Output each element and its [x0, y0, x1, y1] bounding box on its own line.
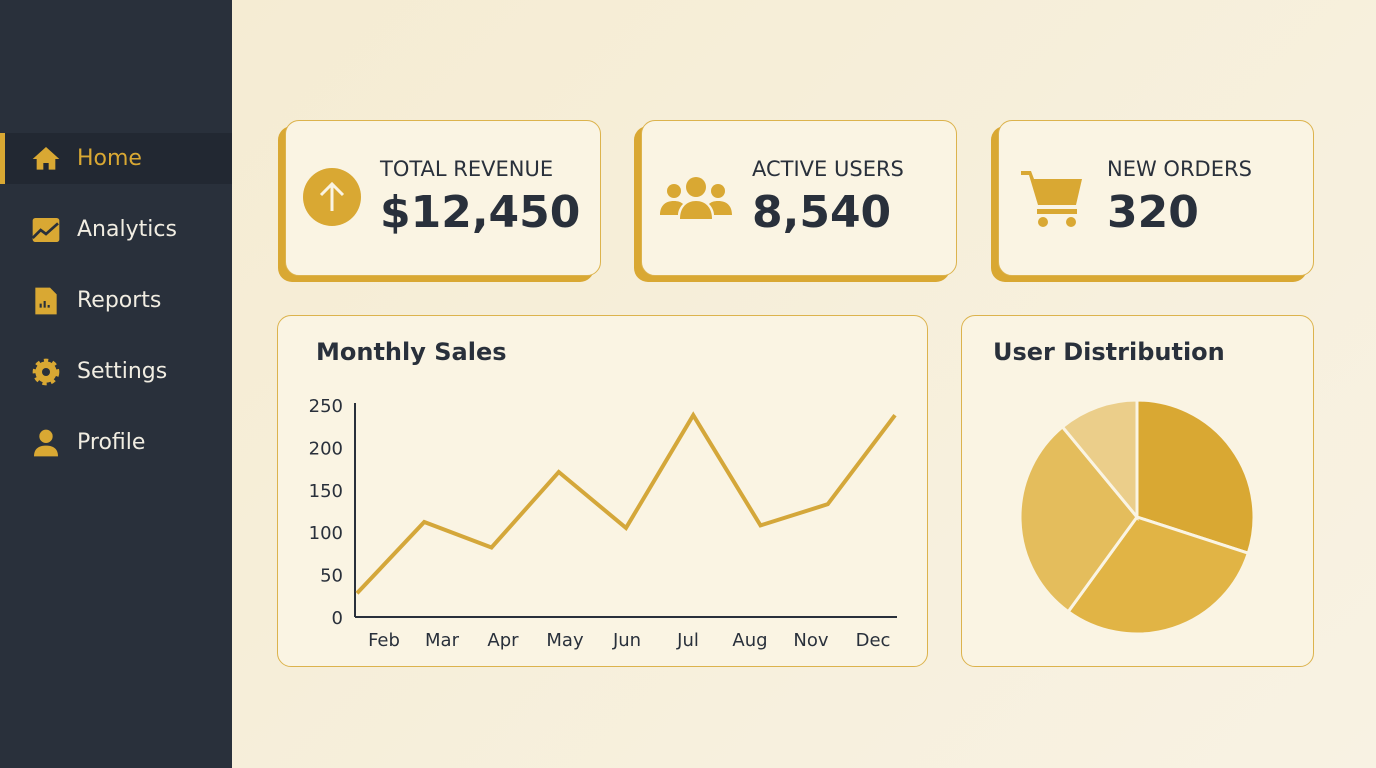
stat-card-revenue: TOTAL REVENUE $12,450	[285, 120, 601, 276]
sidebar-item-label: Home	[77, 146, 142, 171]
y-tick-label: 200	[309, 438, 343, 459]
x-tick-label: Feb	[368, 630, 400, 651]
sales-line	[355, 411, 897, 595]
x-tick-label: Dec	[856, 630, 891, 651]
y-tick-label: 150	[309, 481, 343, 502]
x-tick-label: Jul	[676, 630, 699, 651]
x-tick-label: Apr	[487, 630, 519, 651]
y-tick-label: 100	[309, 523, 343, 544]
stat-label: ACTIVE USERS	[752, 157, 904, 181]
sidebar-item-label: Settings	[77, 359, 168, 384]
arrow-up-circle-icon	[303, 168, 361, 226]
stat-card-users: ACTIVE USERS 8,540	[641, 120, 957, 276]
stat-card-orders: NEW ORDERS 320	[998, 120, 1314, 276]
chart-line-icon	[31, 217, 60, 242]
stat-value: 320	[1107, 187, 1199, 238]
sidebar-item-profile[interactable]: Profile	[0, 417, 232, 468]
sidebar-item-label: Profile	[77, 430, 146, 455]
chart-title: User Distribution	[993, 338, 1225, 366]
stat-label: TOTAL REVENUE	[380, 157, 554, 181]
stat-value: 8,540	[752, 187, 892, 238]
monthly-sales-card: Monthly Sales	[277, 315, 928, 667]
x-tick-label: May	[546, 630, 584, 651]
sidebar-item-label: Analytics	[77, 217, 177, 242]
home-icon	[32, 146, 60, 170]
sidebar-item-analytics[interactable]: Analytics	[0, 204, 232, 255]
sidebar-item-label: Reports	[77, 288, 162, 313]
x-tick-label: Jun	[612, 630, 641, 651]
stat-value: $12,450	[380, 187, 581, 238]
chart-title: Monthly Sales	[316, 338, 507, 366]
user-icon	[34, 429, 58, 456]
gear-icon	[32, 358, 60, 385]
report-icon	[35, 287, 57, 314]
y-tick-label: 0	[332, 608, 343, 629]
sidebar: Home Analytics Reports Settings Profile	[0, 0, 232, 768]
cart-icon	[1021, 171, 1082, 227]
users-icon	[660, 177, 732, 219]
x-tick-label: Nov	[793, 630, 828, 651]
x-tick-label: Mar	[425, 630, 460, 651]
y-tick-label: 50	[320, 566, 343, 587]
user-distribution-card: User Distribution	[961, 315, 1314, 667]
sidebar-item-reports[interactable]: Reports	[0, 275, 232, 326]
x-tick-label: Aug	[732, 630, 767, 651]
y-tick-label: 250	[309, 396, 343, 417]
stat-label: NEW ORDERS	[1107, 157, 1252, 181]
sidebar-item-settings[interactable]: Settings	[0, 346, 232, 397]
sidebar-item-home[interactable]: Home	[0, 133, 232, 184]
